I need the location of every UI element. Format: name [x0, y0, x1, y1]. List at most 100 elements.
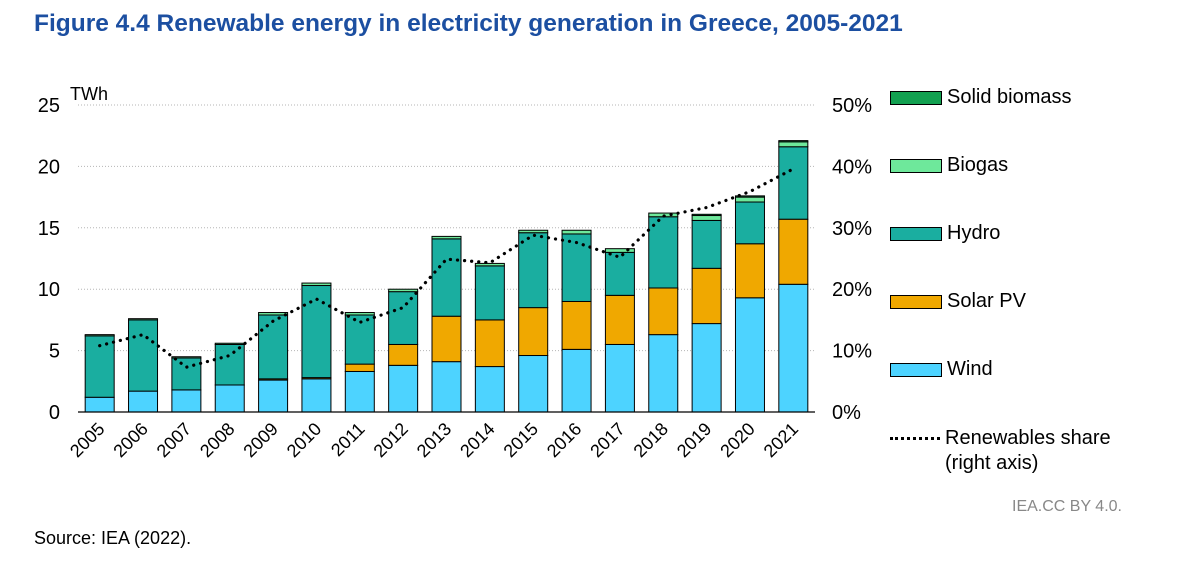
bar-wind [648, 334, 679, 413]
bar-wind [388, 364, 419, 413]
legend-swatch-solid-biomass [890, 90, 942, 105]
x-tick-label: 2017 [586, 419, 628, 461]
x-tick-label: 2019 [673, 419, 715, 461]
bar-solar-pv [691, 267, 722, 325]
renewables-share-line [98, 167, 795, 369]
x-tick-label: 2013 [413, 419, 455, 461]
bar-wind [128, 390, 159, 413]
x-tick-label: 2015 [500, 419, 542, 461]
y-tick-label: 0 [49, 402, 60, 424]
legend-swatch-wind [890, 362, 942, 377]
x-tick-label: 2018 [630, 419, 672, 461]
bar-hydro [474, 265, 505, 321]
bar-biogas [344, 312, 375, 316]
x-tick-label: 2021 [760, 419, 802, 461]
legend-item-solid-biomass: Solid biomass [890, 86, 1072, 109]
bar-hydro [604, 251, 635, 296]
bar-hydro [301, 285, 332, 379]
bar-biogas [778, 141, 809, 148]
y2-tick-label: 10% [832, 341, 872, 363]
bar-hydro [648, 216, 679, 289]
legend-swatch-hydro [890, 226, 942, 241]
legend-item-biogas: Biogas [890, 154, 1008, 177]
bar-hydro [691, 219, 722, 269]
bar-biogas [84, 334, 115, 337]
y-tick-label: 20 [38, 156, 60, 178]
bar-solar-pv [604, 294, 635, 345]
bar-wind [258, 379, 289, 413]
bar-wind [84, 396, 115, 413]
legend-swatch-solar-pv [890, 294, 942, 309]
license-credit: IEA.CC BY 4.0. [1012, 498, 1122, 515]
source-note: Source: IEA (2022). [34, 528, 192, 548]
legend-item-renewables-share: Renewables share (right axis) [890, 426, 1111, 476]
legend-item-hydro: Hydro [890, 222, 1000, 245]
bar-biogas [518, 229, 549, 234]
bar-biogas [214, 342, 245, 345]
bar-hydro [388, 291, 419, 345]
bar-solar-pv [388, 343, 419, 366]
bar-wind [171, 389, 202, 413]
bar-solid-biomass [691, 213, 722, 217]
x-tick-label: 2006 [109, 419, 151, 461]
bar-hydro [431, 238, 462, 317]
legend-label-renewables-share: Renewables share [945, 427, 1111, 449]
legend-swatch-renewables-share [890, 437, 940, 440]
bar-hydro [258, 314, 289, 380]
bar-hydro [778, 146, 809, 220]
bar-hydro [128, 319, 159, 392]
x-tick-label: 2010 [283, 419, 325, 461]
bar-wind [734, 297, 765, 413]
y2-tick-label: 20% [832, 279, 872, 301]
bar-solar-pv [561, 300, 592, 350]
bar-solar-pv [734, 243, 765, 299]
bar-solid-biomass [778, 140, 809, 143]
bar-solar-pv [344, 363, 375, 372]
legend-label-hydro: Hydro [947, 222, 1001, 244]
bar-solar-pv [518, 307, 549, 357]
y-tick-label: 5 [49, 341, 60, 363]
legend-item-wind: Wind [890, 358, 993, 381]
bar-solid-biomass [734, 195, 765, 198]
bar-wind [474, 366, 505, 413]
x-tick-label: 2012 [370, 419, 412, 461]
legend-label-right-axis-note: (right axis) [945, 452, 1039, 474]
y2-tick-label: 0% [832, 402, 861, 424]
bar-wind [518, 355, 549, 413]
bar-biogas [734, 196, 765, 203]
bar-biogas [474, 262, 505, 267]
bar-biogas [301, 282, 332, 287]
bar-wind [604, 343, 635, 413]
legend-label-solid-biomass: Solid biomass [947, 86, 1072, 108]
bar-solar-pv [474, 319, 505, 368]
bar-biogas [128, 318, 159, 321]
legend-label-biogas: Biogas [947, 154, 1009, 176]
bar-solar-pv [778, 218, 809, 285]
chart-title: Figure 4.4 Renewable energy in electrici… [34, 10, 903, 37]
bar-wind [778, 283, 809, 413]
x-tick-label: 2014 [456, 419, 498, 461]
bar-biogas [691, 215, 722, 221]
legend-item-solar-pv: Solar PV [890, 290, 1026, 313]
x-tick-label: 2008 [196, 419, 238, 461]
bar-biogas [431, 235, 462, 240]
bar-hydro [734, 201, 765, 245]
bar-hydro [214, 343, 245, 386]
bar-solar-pv [431, 315, 462, 363]
legend-label-wind: Wind [947, 358, 993, 380]
bar-wind [214, 384, 245, 413]
legend-label-solar-pv: Solar PV [947, 290, 1026, 312]
y-tick-label: 15 [38, 218, 60, 240]
x-tick-label: 2009 [239, 419, 281, 461]
bar-hydro [518, 232, 549, 309]
bar-wind [561, 348, 592, 413]
bar-wind [344, 370, 375, 413]
bar-wind [301, 378, 332, 413]
bar-biogas [388, 288, 419, 293]
x-tick-label: 2005 [66, 419, 108, 461]
bar-hydro [561, 233, 592, 302]
y2-tick-label: 40% [832, 156, 872, 178]
y-tick-label: 10 [38, 279, 60, 301]
bar-solar-pv [648, 287, 679, 336]
left-axis-unit: TWh [70, 84, 108, 104]
